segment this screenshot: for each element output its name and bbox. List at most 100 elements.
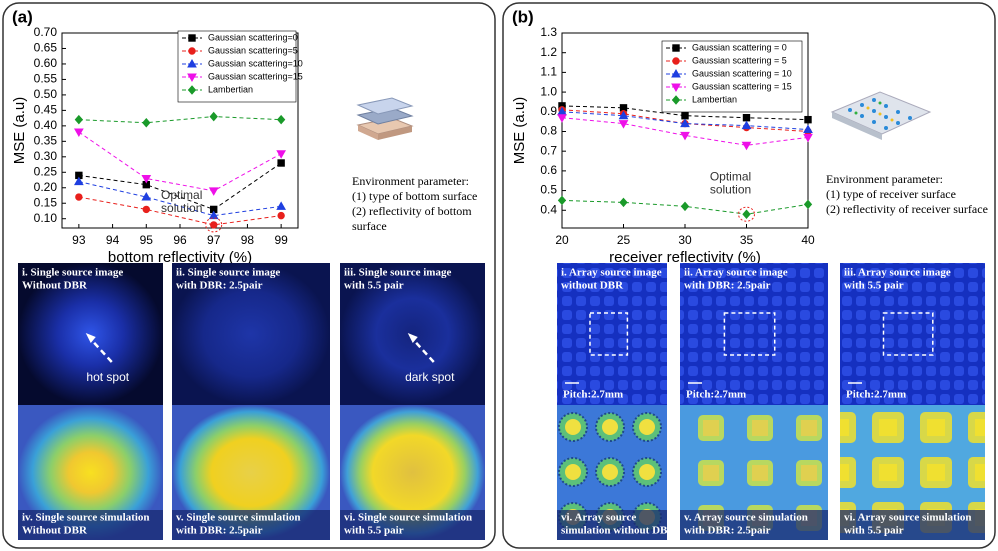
image-caption: iii. Array source image [844,267,951,279]
y-tick-label: 0.40 [34,118,58,132]
simulation-caption: with 5.5 pair [844,525,904,537]
image-caption: ii. Single source image [176,267,280,279]
y-tick-label: 0.60 [34,56,58,70]
legend-label: Gaussian scattering=0 [208,32,298,42]
figure: 0.10 0.150.20 0.250.300.35 0.400.45 0.500.55… [0,0,998,551]
y-tick-label: 0.45 [34,103,58,117]
environment-text: (2) reflectivity of receiver surface [826,202,988,216]
simulation-caption: with DBR: 2.5pair [176,525,263,537]
y-tick-label: 0.35 [34,134,58,148]
simulation-caption: simulation without DBR [561,525,676,537]
legend-label: Gaussian scattering = 0 [692,42,787,52]
legend-label: Gaussian scattering=10 [208,58,303,68]
annotation: Optimal [710,169,751,183]
environment-text: (1) type of receiver surface [826,187,956,201]
legend-label: Lambertian [208,84,253,94]
y-tick-label: 1.1 [540,65,557,79]
x-tick-label: 99 [274,233,288,247]
image-caption: i. Array source image [561,267,662,279]
marker [278,160,284,166]
marker [189,35,195,41]
annotation: Optimal [161,188,202,202]
marker [278,212,284,218]
y-tick-label: 0.15 [34,195,58,209]
environment-text: Environment parameter: [826,172,943,186]
marker [682,113,688,119]
simulation-caption: vi. Array source simulation [844,512,972,524]
legend-label: Gaussian scattering=15 [208,71,303,81]
y-tick-label: 0.8 [540,124,557,138]
page: {"chart_data": [ {"type": "line", "x_lab… [0,0,998,551]
x-tick-label: 30 [678,233,692,247]
marker [805,116,811,122]
x-tick-label: 93 [72,233,86,247]
panel-label: (a) [12,7,33,26]
y-tick-label: 0.4 [540,202,557,216]
marker [143,206,149,212]
marker [189,48,195,54]
legend-label: Gaussian scattering = 5 [692,55,787,65]
y-tick-label: 0.7 [540,143,557,157]
legend-label: Gaussian scattering=5 [208,45,298,55]
image-caption: Without DBR [22,280,88,292]
environment-text: (1) type of bottom surface [352,189,477,203]
image-caption: ii. Array source image [684,267,788,279]
panel-label: (b) [512,7,534,26]
y-tick-label: 0.20 [34,180,58,194]
simulation-caption: vi. Array source [561,512,636,524]
y-tick-label: 1.2 [540,45,557,59]
image-caption: with 5.5 pair [844,280,904,292]
x-tick-label: 95 [140,233,154,247]
image-note: hot spot [86,370,129,384]
annotation: solution [710,182,751,196]
simulation-caption: v. Single source simulation [176,512,300,524]
y-tick-label: 1.3 [540,25,557,39]
x-tick-label: 97 [207,233,221,247]
simulation-caption: Without DBR [22,525,88,537]
environment-text: (2) reflectivity of bottom [352,204,472,218]
environment-text: Environment parameter: [352,174,469,188]
scale-label: Pitch:2.7mm [686,389,746,401]
image-caption: with 5.5 pair [344,280,404,292]
x-tick-label: 94 [106,233,120,247]
x-tick-label: 40 [801,233,815,247]
simulation-caption: with 5.5 pair [344,525,404,537]
y-tick-label: 0.6 [540,163,557,177]
simulation-caption: vi. Single source simulation [344,512,472,524]
simulation-caption: v. Array source simulation [684,512,808,524]
image-caption: iii. Single source image [344,267,451,279]
y-tick-label: 0.55 [34,72,58,86]
y-tick-label: 0.50 [34,87,58,101]
legend-label: Gaussian scattering = 10 [692,68,792,78]
image-caption: with DBR: 2.5pair [684,280,771,292]
y-tick-label: 1.0 [540,84,557,98]
simulation-caption: iv. Single source simulation [22,512,150,524]
y-axis-label: MSE (a.u) [511,97,528,165]
y-axis-label: MSE (a.u) [11,97,28,165]
x-tick-label: 25 [617,233,631,247]
image-caption: without DBR [561,280,624,292]
y-tick-label: 0.65 [34,41,58,55]
x-tick-label: 98 [241,233,255,247]
y-tick-label: 0.10 [34,211,58,225]
legend-label: Gaussian scattering = 15 [692,81,792,91]
x-tick-label: 35 [740,233,754,247]
annotation: solution [161,201,202,215]
simulation-caption: with DBR: 2.5pair [684,525,771,537]
image-note: dark spot [405,370,455,384]
y-tick-label: 0.25 [34,164,58,178]
y-tick-label: 0.30 [34,149,58,163]
marker [673,58,679,64]
y-tick-label: 0.9 [540,104,557,118]
marker [743,114,749,120]
x-tick-label: 20 [555,233,569,247]
marker [211,222,217,228]
environment-text: surface [352,219,387,233]
image-caption: with DBR: 2.5pair [176,280,263,292]
y-tick-label: 0.70 [34,25,58,39]
marker [76,194,82,200]
y-tick-label: 0.5 [540,183,557,197]
scale-label: Pitch:2.7mm [563,389,623,401]
legend-label: Lambertian [692,94,737,104]
image-caption: i. Single source image [22,267,123,279]
